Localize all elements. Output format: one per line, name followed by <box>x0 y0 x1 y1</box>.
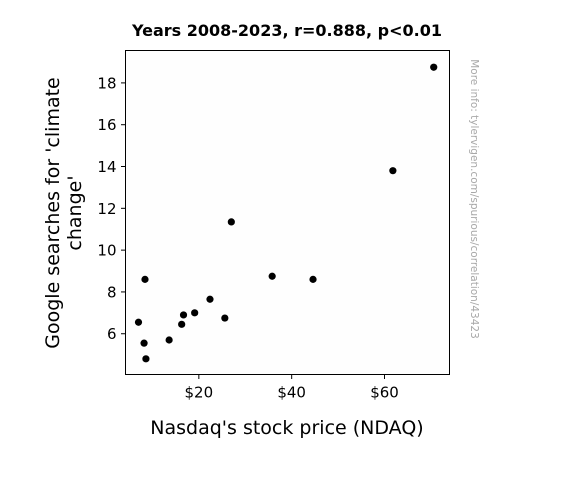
y-tick-label: 14 <box>97 158 116 176</box>
y-tick-label: 8 <box>107 283 117 301</box>
data-point <box>165 336 173 344</box>
x-axis-label: Nasdaq's stock price (NDAQ) <box>150 417 423 439</box>
y-tick-label: 6 <box>107 325 117 343</box>
y-tick-label: 18 <box>97 74 116 92</box>
y-axis-label-line-2: change' <box>64 175 86 250</box>
data-point <box>134 318 143 326</box>
chart-title: Years 2008-2023, r=0.888, p<0.01 <box>131 21 442 40</box>
data-point <box>140 339 148 347</box>
data-point <box>206 295 214 303</box>
data-point <box>178 320 186 328</box>
data-point <box>142 355 150 363</box>
data-point <box>309 275 317 283</box>
source-watermark: More info: tylervigen.com/spurious/corre… <box>468 59 480 339</box>
y-axis-label-line-1: Google searches for 'climate <box>42 77 64 348</box>
plot-area <box>125 50 450 375</box>
y-axis: 6 8 10 12 14 16 18 <box>97 74 126 343</box>
x-axis: $20 $40 $60 <box>185 374 399 402</box>
data-point <box>268 272 276 280</box>
x-tick-label: $40 <box>277 384 306 402</box>
data-point <box>179 311 188 319</box>
data-point <box>227 218 235 226</box>
data-point <box>191 309 199 317</box>
data-point <box>221 314 229 322</box>
x-tick-label: $20 <box>185 384 214 402</box>
data-point <box>430 63 438 71</box>
y-tick-label: 10 <box>97 242 116 260</box>
data-point <box>141 275 149 283</box>
y-tick-label: 16 <box>97 116 116 134</box>
x-tick-label: $60 <box>370 384 399 402</box>
data-point <box>389 167 397 175</box>
y-tick-label: 12 <box>97 200 116 218</box>
data-points <box>134 63 438 363</box>
